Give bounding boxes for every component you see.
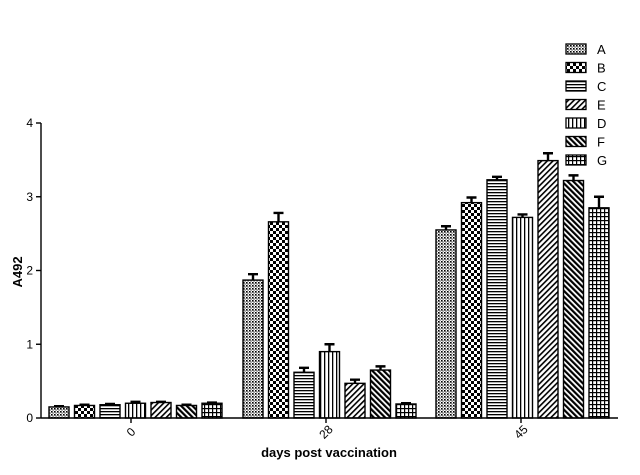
y-tick-label: 4 (26, 116, 33, 130)
legend-swatch (565, 135, 587, 148)
x-axis-title: days post vaccination (261, 445, 397, 460)
bar-C-45 (486, 179, 508, 419)
error-bar-A-28 (248, 272, 258, 281)
legend-swatch (565, 43, 587, 55)
error-bar-G-28 (401, 402, 411, 405)
bar-E-45 (537, 159, 559, 419)
error-bar-C-28 (299, 366, 309, 373)
error-bar-E-0 (156, 400, 166, 403)
error-bar-A-45 (441, 225, 451, 230)
error-bar-C-0 (105, 402, 115, 406)
bar-B-28 (267, 221, 290, 419)
error-bar-A-0 (54, 405, 64, 408)
legend-label: B (597, 61, 606, 76)
bar-G-28 (395, 403, 417, 419)
y-axis-title: A492 (10, 256, 25, 287)
error-bar-D-45 (517, 213, 528, 218)
y-tick-label: 2 (26, 264, 33, 278)
legend-swatch (565, 80, 587, 92)
bars (48, 152, 610, 419)
x-tick-label: 45 (511, 422, 531, 442)
bar-G-0 (201, 402, 223, 419)
bar-G-45 (588, 207, 610, 419)
legend-label: G (597, 153, 607, 168)
bar-A-0 (48, 406, 70, 419)
legend-label: C (597, 79, 606, 94)
bar-B-0 (73, 404, 96, 419)
x-tick-label: 28 (316, 422, 336, 442)
error-bar-F-45 (568, 174, 579, 181)
error-bar-D-0 (130, 400, 141, 404)
bar-F-45 (562, 179, 585, 419)
bar-C-28 (293, 371, 315, 419)
bar-D-45 (511, 216, 534, 419)
bar-C-0 (99, 404, 121, 419)
y-tick-label: 3 (26, 190, 33, 204)
legend-item-F: F (565, 135, 605, 150)
legend-item-C: C (565, 79, 606, 94)
y-tick-label: 0 (26, 411, 33, 425)
bar-A-45 (435, 229, 457, 419)
error-bar-D-28 (324, 343, 335, 352)
legend-swatch (565, 98, 587, 111)
error-bar-B-0 (79, 403, 90, 406)
legend-swatch (565, 117, 587, 129)
legend-item-E: E (565, 98, 606, 113)
bar-E-0 (150, 401, 172, 419)
legend-item-D: D (565, 116, 606, 131)
y-tick-label: 1 (26, 337, 33, 351)
x-tick-label: 0 (124, 424, 139, 439)
bar-A-28 (242, 279, 264, 419)
bar-D-28 (318, 350, 341, 419)
error-bar-F-0 (181, 403, 192, 406)
bar-F-28 (369, 369, 392, 419)
legend-item-G: G (565, 153, 607, 168)
error-bar-E-45 (543, 152, 553, 161)
legend-swatch (565, 154, 587, 166)
legend-label: D (597, 116, 606, 131)
legend-item-A: A (565, 42, 606, 57)
legend-label: E (597, 98, 606, 113)
error-bar-B-28 (273, 211, 284, 222)
legend-label: F (597, 135, 605, 150)
error-bar-C-45 (492, 175, 502, 180)
error-bar-B-45 (466, 196, 477, 203)
bar-F-0 (175, 404, 198, 419)
error-bar-F-28 (375, 365, 386, 371)
error-bar-G-0 (207, 401, 217, 404)
error-bar-E-28 (350, 378, 360, 384)
bar-D-0 (124, 402, 147, 419)
legend-label: A (597, 42, 606, 57)
bar-B-45 (460, 201, 483, 419)
error-bar-G-45 (594, 195, 604, 208)
legend-swatch (565, 61, 587, 74)
bar-E-28 (344, 382, 366, 419)
legend-item-B: B (565, 61, 606, 76)
